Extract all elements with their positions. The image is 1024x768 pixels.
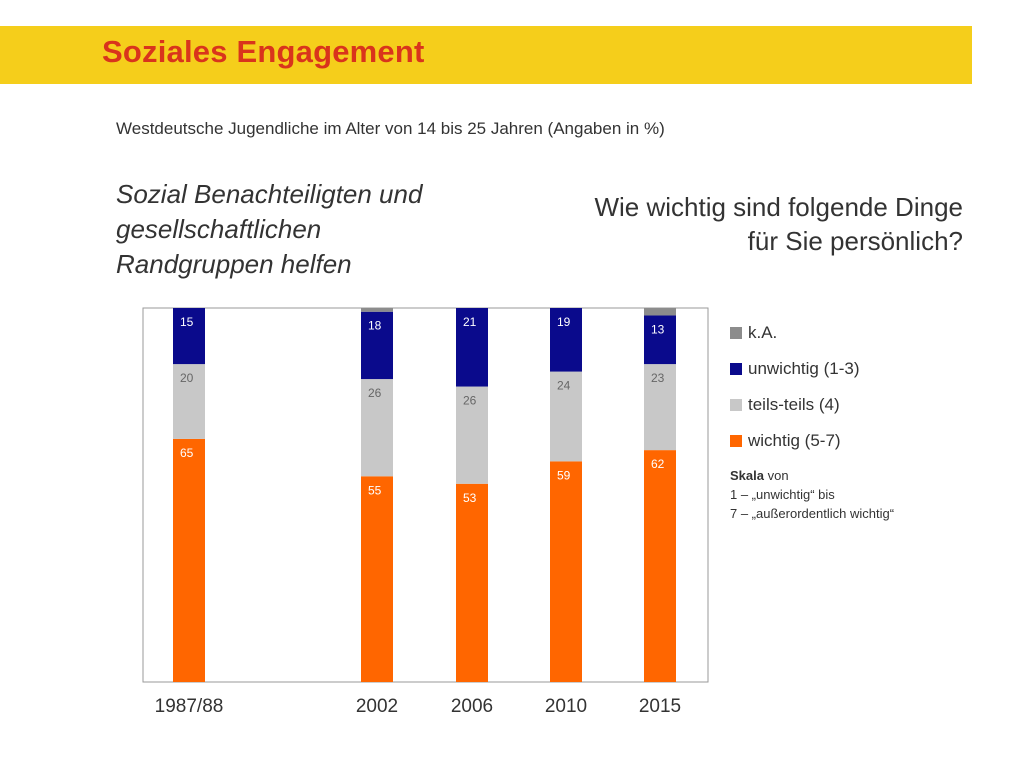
scale-note-line2: 1 – „unwichtig“ bis bbox=[730, 487, 835, 502]
data-label-unwichtig-1: 18 bbox=[368, 319, 382, 333]
bar-wichtig-2 bbox=[456, 483, 488, 682]
scale-note-bold: Skala bbox=[730, 468, 764, 483]
data-label-teils-3: 24 bbox=[557, 379, 571, 393]
question-heading-line2: für Sie persönlich? bbox=[747, 226, 963, 256]
legend-swatch-ka bbox=[730, 327, 742, 339]
chart-legend: k.A. unwichtig (1-3) teils-teils (4) wic… bbox=[730, 320, 860, 464]
bar-ka-4 bbox=[644, 308, 676, 316]
legend-swatch-wichtig bbox=[730, 435, 742, 447]
legend-label-unwichtig: unwichtig (1-3) bbox=[748, 359, 860, 378]
bar-teils-0 bbox=[173, 364, 205, 439]
scale-note-line1-rest: von bbox=[763, 468, 789, 483]
data-label-teils-2: 26 bbox=[463, 394, 477, 408]
scale-note-line1: Skala von bbox=[730, 466, 894, 485]
question-item-heading: Sozial Benachteiligten und gesellschaftl… bbox=[116, 179, 423, 279]
title-banner bbox=[0, 26, 972, 84]
x-tick-label-0: 1987/88 bbox=[155, 696, 224, 717]
legend-item-unwichtig: unwichtig (1-3) bbox=[730, 356, 860, 382]
scale-note: Skala von 1 – „unwichtig“ bis 7 – „außer… bbox=[730, 466, 894, 523]
legend-swatch-unwichtig bbox=[730, 363, 742, 375]
legend-label-ka: k.A. bbox=[748, 323, 778, 342]
legend-label-wichtig: wichtig (5-7) bbox=[748, 431, 841, 450]
data-label-wichtig-3: 59 bbox=[557, 468, 571, 482]
data-label-teils-4: 23 bbox=[651, 371, 665, 385]
data-label-unwichtig-0: 15 bbox=[180, 315, 194, 329]
data-label-wichtig-1: 55 bbox=[368, 483, 382, 497]
plot-frame bbox=[142, 307, 709, 683]
data-label-wichtig-0: 65 bbox=[180, 446, 194, 460]
legend-swatch-teils bbox=[730, 399, 742, 411]
bar-teils-1 bbox=[361, 379, 393, 477]
question-heading-line1: Wie wichtig sind folgende Dinge bbox=[594, 192, 963, 222]
x-tick-label-1: 2002 bbox=[356, 696, 398, 717]
slide-subtitle: Westdeutsche Jugendliche im Alter von 14… bbox=[116, 119, 665, 138]
legend-item-wichtig: wichtig (5-7) bbox=[730, 428, 860, 454]
scale-note-line3: 7 – „außerordentlich wichtig“ bbox=[730, 506, 895, 521]
bar-unwichtig-3 bbox=[550, 308, 582, 372]
data-label-teils-1: 26 bbox=[368, 386, 382, 400]
data-label-unwichtig-3: 19 bbox=[557, 315, 571, 329]
bar-unwichtig-1 bbox=[361, 311, 393, 380]
bar-unwichtig-0 bbox=[173, 308, 205, 365]
slide-title: Soziales Engagement bbox=[102, 34, 425, 69]
bar-teils-3 bbox=[550, 371, 582, 462]
bar-unwichtig-4 bbox=[644, 315, 676, 365]
data-label-wichtig-2: 53 bbox=[463, 491, 477, 505]
bar-unwichtig-2 bbox=[456, 308, 488, 387]
bar-ka-1 bbox=[361, 308, 393, 312]
bar-wichtig-1 bbox=[361, 476, 393, 682]
bar-teils-2 bbox=[456, 386, 488, 484]
x-tick-label-4: 2015 bbox=[639, 696, 681, 717]
data-label-wichtig-4: 62 bbox=[651, 457, 665, 471]
data-label-unwichtig-4: 13 bbox=[651, 322, 665, 336]
x-tick-label-3: 2010 bbox=[545, 696, 587, 717]
bar-teils-4 bbox=[644, 364, 676, 451]
bar-wichtig-4 bbox=[644, 450, 676, 682]
bar-wichtig-3 bbox=[550, 461, 582, 682]
data-label-teils-0: 20 bbox=[180, 371, 194, 385]
x-tick-label-2: 2006 bbox=[451, 696, 493, 717]
legend-label-teils: teils-teils (4) bbox=[748, 395, 840, 414]
data-label-unwichtig-2: 21 bbox=[463, 315, 477, 329]
bar-wichtig-0 bbox=[173, 438, 205, 682]
question-heading: Wie wichtig sind folgende Dinge für Sie … bbox=[520, 190, 963, 258]
legend-item-teils: teils-teils (4) bbox=[730, 392, 860, 418]
legend-item-ka: k.A. bbox=[730, 320, 860, 346]
